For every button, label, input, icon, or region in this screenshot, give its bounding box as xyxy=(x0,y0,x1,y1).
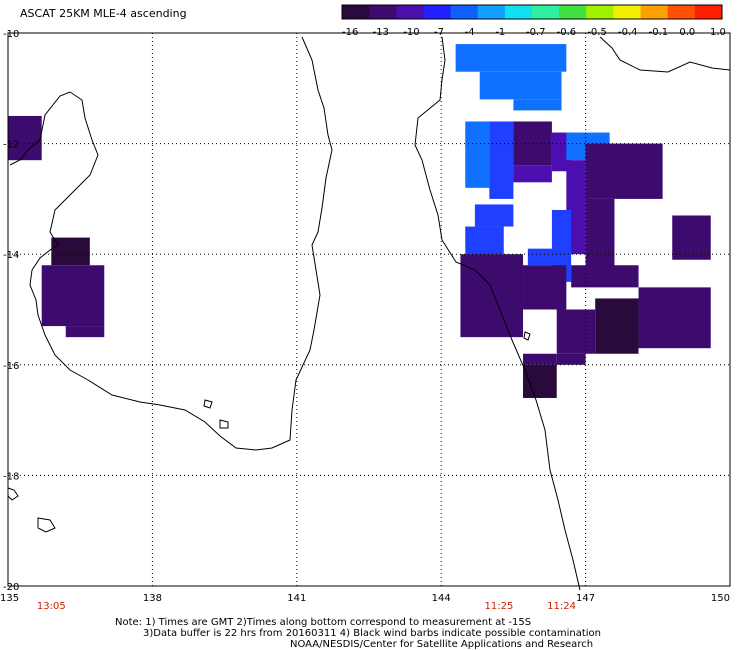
data-cell xyxy=(672,215,711,260)
colorbar-segment xyxy=(369,5,397,19)
coastline xyxy=(7,36,731,591)
cape-york-coast xyxy=(9,36,333,451)
y-tick-label: -10 xyxy=(3,29,19,40)
x-tick-label: 147 xyxy=(576,593,595,604)
y-tick-label: -12 xyxy=(3,140,19,151)
data-cell xyxy=(51,237,90,266)
colorbar-segment xyxy=(613,5,642,19)
y-tick-label: -18 xyxy=(3,471,19,482)
data-cell xyxy=(595,298,639,354)
footnotes: Note: 1) Times are GMT 2)Times along bot… xyxy=(115,617,601,650)
data-cell xyxy=(41,265,105,327)
data-cell xyxy=(585,198,615,271)
colorbar-segment xyxy=(504,5,533,19)
colorbar-segment xyxy=(667,5,696,19)
data-cell xyxy=(465,226,504,255)
data-cell xyxy=(513,165,552,183)
data-cell xyxy=(556,309,596,354)
colorbar-segment xyxy=(640,5,669,19)
x-tick-label: 135 xyxy=(0,593,19,604)
x-tick-labels: 135 138 141 144 147 150 xyxy=(0,593,730,604)
colorbar-segment xyxy=(586,5,614,19)
colorbar-segment xyxy=(559,5,587,19)
time-label: 13:05 xyxy=(37,601,66,612)
colorbar-segment xyxy=(423,5,452,19)
island-3 xyxy=(219,419,229,429)
data-cell xyxy=(523,364,557,398)
y-tick-label: -16 xyxy=(3,361,19,372)
time-labels: 13:05 11:25 11:24 xyxy=(37,601,576,612)
x-tick-label: 144 xyxy=(432,593,451,604)
data-cell xyxy=(65,326,105,338)
island-5 xyxy=(523,331,531,341)
data-cell xyxy=(460,254,524,338)
x-tick-label: 141 xyxy=(287,593,306,604)
data-cell xyxy=(585,143,663,199)
data-cell xyxy=(571,265,639,288)
data-cells xyxy=(8,44,711,398)
colorbar-segment xyxy=(477,5,506,19)
colorbar-segment xyxy=(532,5,560,19)
data-cell xyxy=(479,71,562,100)
data-cell xyxy=(638,287,711,349)
data-cell xyxy=(474,204,514,227)
colorbar-segment xyxy=(396,5,424,19)
data-cell xyxy=(465,121,490,188)
data-cell xyxy=(455,44,567,72)
island-2 xyxy=(37,517,56,533)
colorbar-segment xyxy=(694,5,723,19)
footnote-line: NOAA/NESDIS/Center for Satellite Applica… xyxy=(290,639,593,650)
y-tick-label: -20 xyxy=(3,582,19,593)
plot-frame xyxy=(7,32,731,587)
x-tick-label: 150 xyxy=(711,593,730,604)
colorbar xyxy=(341,4,723,20)
island-4 xyxy=(203,399,213,409)
footnote-line: Note: 1) Times are GMT 2)Times along bot… xyxy=(115,617,531,628)
data-cell xyxy=(527,248,567,266)
colorbar-segment xyxy=(450,5,479,19)
png-coast xyxy=(599,36,731,73)
colorbar-border xyxy=(341,4,723,20)
east-coast xyxy=(414,36,581,591)
data-cell xyxy=(8,115,42,161)
data-cell xyxy=(523,353,557,365)
x-tick-label: 138 xyxy=(143,593,162,604)
data-cell xyxy=(523,265,567,310)
time-label: 11:25 xyxy=(485,601,514,612)
island-1 xyxy=(7,487,19,501)
data-cell xyxy=(556,353,586,365)
y-tick-labels: -10 -12 -14 -16 -18 -20 xyxy=(3,29,19,593)
y-tick-label: -14 xyxy=(3,250,19,261)
chart-title: ASCAT 25KM MLE-4 ascending xyxy=(20,7,187,20)
footnote-line: 3)Data buffer is 22 hrs from 20160311 4)… xyxy=(143,628,601,639)
data-cell xyxy=(489,121,514,199)
colorbar-segment xyxy=(342,5,370,19)
data-cell xyxy=(513,99,562,111)
time-label: 11:24 xyxy=(547,601,576,612)
